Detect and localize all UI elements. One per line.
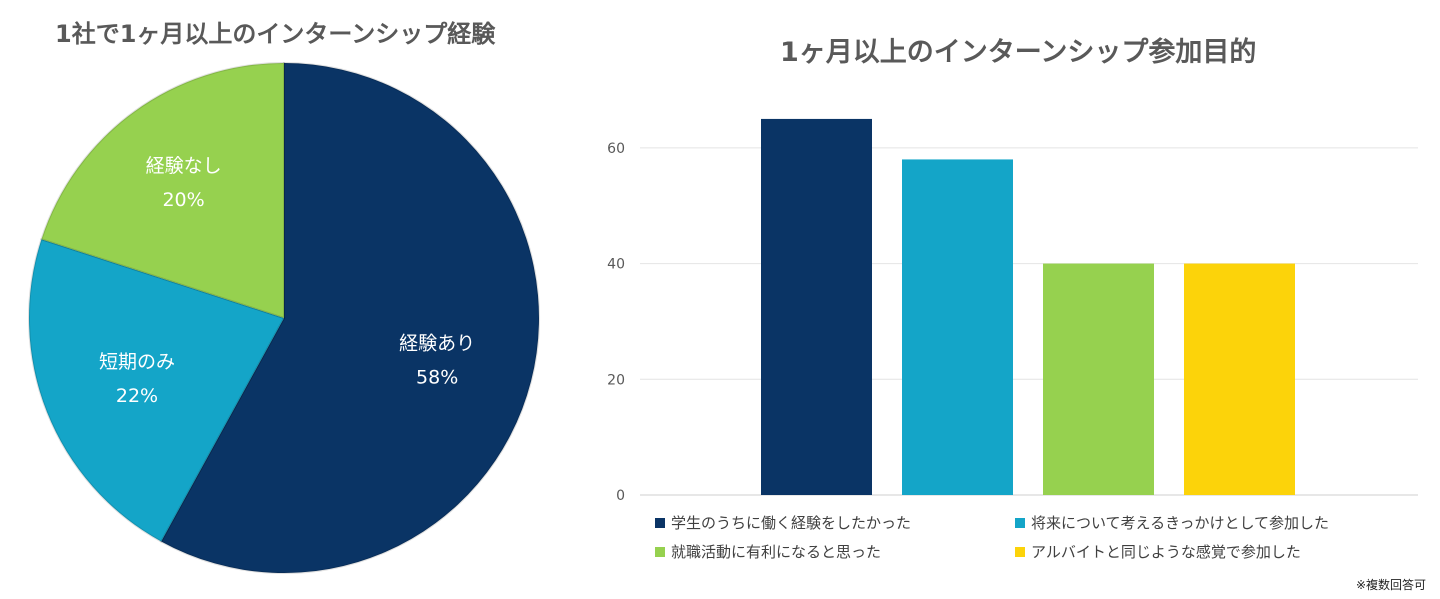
pie-slice-3 xyxy=(40,61,285,320)
pie-slice-label-1: 経験あり xyxy=(399,332,475,354)
legend-item-4: アルバイトと同じような感覚で参加した xyxy=(1015,541,1415,562)
y-tick-label: 0 xyxy=(616,488,625,504)
y-tick-label: 60 xyxy=(607,141,625,157)
legend-item-1: 学生のうちに働く経験をしたかった xyxy=(655,512,1015,533)
pie-chart-panel: 1社で1ヶ月以上のインターンシップ経験 経験あり 58% 短期のみ 22% 経験なし 20… xyxy=(0,0,580,599)
bar-4 xyxy=(1184,263,1295,495)
legend-item-2: 将来について考えるきっかけとして参加した xyxy=(1015,512,1415,533)
legend-label: 就職活動に有利になると思った xyxy=(671,543,882,561)
y-tick-label: 40 xyxy=(607,257,625,273)
legend-swatch xyxy=(1015,546,1025,557)
pie-chart: 経験あり 58% 短期のみ 22% 経験なし 20% xyxy=(28,61,540,574)
legend-swatch xyxy=(655,517,665,528)
bar-2 xyxy=(902,159,1013,495)
y-tick-label: 20 xyxy=(607,372,625,388)
bar-chart-panel: 1ヶ月以上のインターンシップ参加目的 0 20 40 60 学生のうちに働く経験をした… xyxy=(580,0,1440,599)
bar-chart: 0 20 40 60 xyxy=(607,118,1418,504)
pie-slice-value-3: 20% xyxy=(162,189,204,211)
bar-3 xyxy=(1043,263,1154,495)
pie-slice-value-2: 22% xyxy=(116,385,158,407)
legend-label: アルバイトと同じような感覚で参加した xyxy=(1031,543,1301,561)
legend-item-3: 就職活動に有利になると思った xyxy=(655,541,1015,562)
legend-label: 将来について考えるきっかけとして参加した xyxy=(1031,514,1330,532)
legend-label: 学生のうちに働く経験をしたかった xyxy=(671,514,912,532)
footnote-multiple-answers: ※複数回答可 xyxy=(1355,578,1426,592)
pie-slice-label-2: 短期のみ xyxy=(99,351,175,373)
bar-1 xyxy=(761,118,872,495)
pie-slice-value-1: 58% xyxy=(416,366,458,388)
legend-swatch xyxy=(1015,517,1025,528)
pie-slice-label-3: 経験なし xyxy=(146,155,222,177)
bar-chart-title: 1ヶ月以上のインターンシップ参加目的 xyxy=(780,37,1257,68)
pie-chart-title: 1社で1ヶ月以上のインターンシップ経験 xyxy=(55,20,496,48)
legend-swatch xyxy=(655,546,665,557)
pie-slice-2 xyxy=(28,237,286,543)
pie-slice-1 xyxy=(159,61,540,574)
bar-chart-legend: 学生のうちに働く経験をしたかった 将来について考えるきっかけとして参加した就職活動… xyxy=(655,512,1435,562)
